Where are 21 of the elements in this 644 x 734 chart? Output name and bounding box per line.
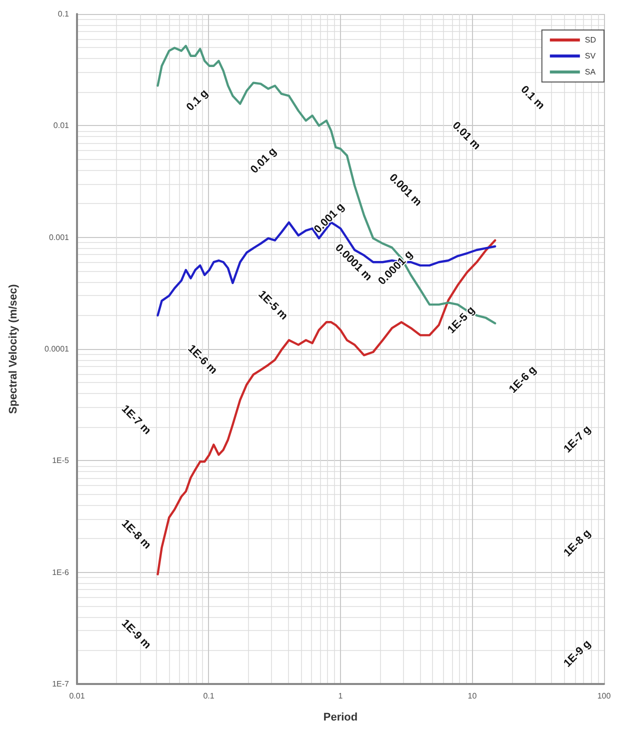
y-tick-label: 0.01 [53, 121, 70, 130]
y-tick-label: 1E-7 [52, 680, 70, 688]
y-axis-title: Spectral Velocity (m/sec) [8, 284, 20, 414]
x-tick-label: 100 [597, 692, 612, 700]
annotation: 1E-7 m [119, 403, 154, 438]
x-tick-label: 1 [338, 692, 344, 700]
x-tick-label: 0.1 [203, 692, 215, 700]
y-tick-label: 1E-5 [52, 456, 70, 466]
y-tick-label: 0.0001 [44, 344, 70, 354]
annotation: 0.01 g [248, 145, 279, 176]
legend-label: SD [584, 36, 596, 44]
y-tick-label: 1E-6 [52, 568, 70, 577]
x-tick-label: 0.01 [69, 692, 86, 700]
annotation: 0.1 m [518, 84, 547, 112]
legend-label: SV [584, 52, 596, 60]
x-tick-label: 10 [468, 692, 478, 700]
x-axis-title: Period [323, 712, 358, 724]
legend-label: SA [584, 68, 596, 76]
y-tick-label: 0.1 [58, 10, 70, 18]
annotation: 0.1 g [184, 87, 211, 114]
y-tick-label: 0.001 [48, 232, 70, 242]
